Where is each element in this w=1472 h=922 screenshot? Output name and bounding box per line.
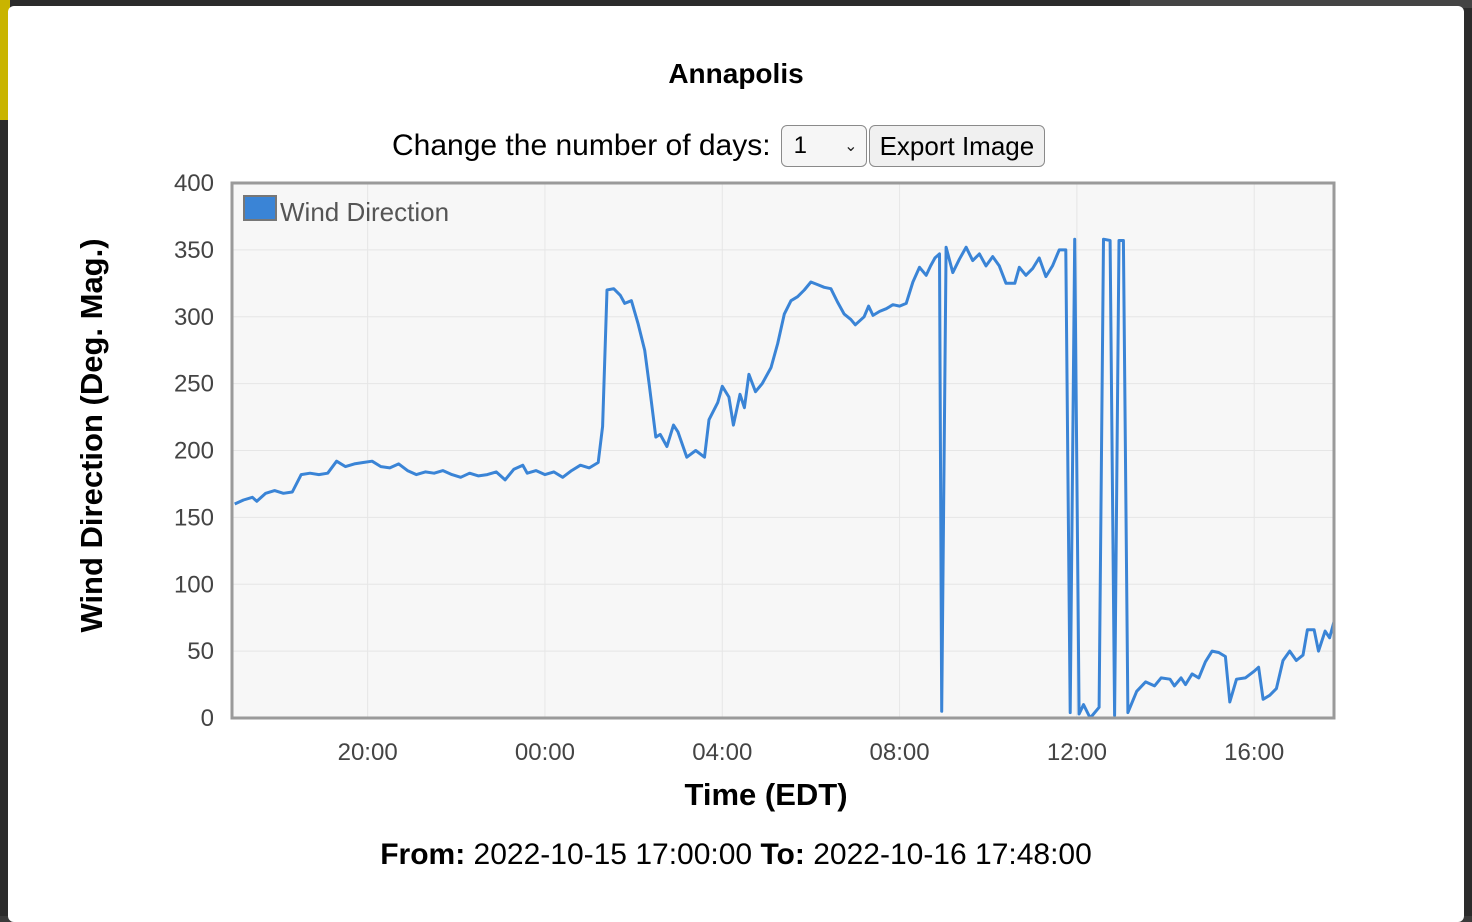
backdrop-map-edge <box>0 0 10 120</box>
to-label: To: <box>760 838 805 871</box>
to-value: 2022-10-16 17:48:00 <box>813 838 1092 871</box>
plot-border <box>230 181 1336 720</box>
chevron-down-icon: ⌄ <box>844 138 858 155</box>
date-range-footer: From: 2022-10-15 17:00:00 To: 2022-10-16… <box>0 838 1472 872</box>
y-tick-label: 350 <box>174 237 214 264</box>
y-tick-label: 300 <box>174 304 214 331</box>
from-label: From: <box>380 838 466 871</box>
from-value: 2022-10-15 17:00:00 <box>473 838 753 871</box>
days-select-value: 1 <box>793 132 807 159</box>
y-axis-title: Wind Direction (Deg. Mag.) <box>74 238 109 632</box>
y-tick-label: 200 <box>174 438 214 465</box>
chart-title: Annapolis <box>668 58 804 89</box>
backdrop-header <box>1130 0 1472 8</box>
x-tick-label: 00:00 <box>515 739 575 766</box>
x-tick-label: 04:00 <box>692 739 752 766</box>
y-tick-label: 100 <box>174 571 214 598</box>
days-select[interactable]: 1 ⌄ <box>780 125 867 167</box>
export-image-button[interactable]: Export Image <box>868 125 1046 167</box>
days-label: Change the number of days: <box>392 129 771 162</box>
series-line-wind-direction <box>234 237 1336 720</box>
y-tick-label: 50 <box>187 638 214 665</box>
x-axis-title: Time (EDT) <box>684 777 847 812</box>
x-tick-label: 20:00 <box>338 739 398 766</box>
x-tick-label: 16:00 <box>1224 739 1284 766</box>
y-tick-label: 0 <box>201 705 214 732</box>
y-tick-label: 150 <box>174 504 214 531</box>
legend-label: Wind Direction <box>280 197 449 227</box>
y-tick-label: 400 <box>174 170 214 197</box>
y-tick-label: 250 <box>174 371 214 398</box>
legend-swatch <box>243 195 277 221</box>
x-tick-label: 12:00 <box>1047 739 1107 766</box>
controls-bar: Change the number of days: 1 ⌄ Export Im… <box>392 124 1046 168</box>
x-tick-label: 08:00 <box>870 739 930 766</box>
